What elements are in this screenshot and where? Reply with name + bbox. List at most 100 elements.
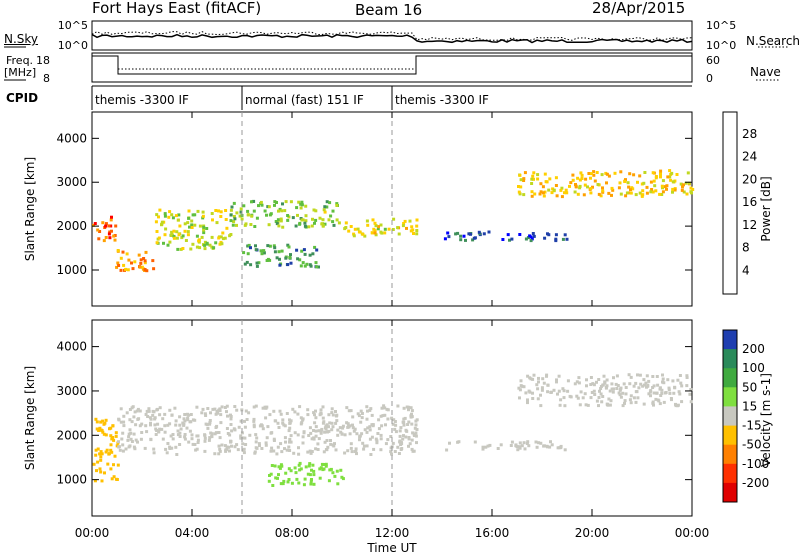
heatmap-cell xyxy=(128,428,132,432)
heatmap-cell xyxy=(248,433,252,437)
heatmap-cell xyxy=(584,177,588,181)
heatmap-cell xyxy=(116,261,120,265)
heatmap-cell xyxy=(214,426,218,429)
heatmap-cell xyxy=(327,429,331,433)
heatmap-cell xyxy=(186,418,190,422)
heatmap-cell xyxy=(142,257,146,260)
heatmap-cell xyxy=(274,476,278,480)
heatmap-cell xyxy=(668,169,672,173)
heatmap-cell xyxy=(514,444,518,448)
heatmap-cell xyxy=(202,228,206,232)
heatmap-cell xyxy=(522,177,526,181)
heatmap-cell xyxy=(652,403,655,407)
heatmap-cell xyxy=(531,174,535,178)
heatmap-cell xyxy=(104,224,108,228)
heatmap-cell xyxy=(365,430,369,434)
heatmap-cell xyxy=(562,389,566,393)
heatmap-cell xyxy=(329,439,332,442)
heatmap-cell xyxy=(93,479,97,483)
heatmap-cell xyxy=(540,386,544,390)
heatmap-cell xyxy=(545,373,549,377)
heatmap-cell xyxy=(304,219,308,223)
heatmap-cell xyxy=(243,436,247,440)
heatmap-cell xyxy=(661,377,665,381)
heatmap-cell xyxy=(593,393,597,396)
heatmap-cell xyxy=(477,230,481,234)
heatmap-cell xyxy=(347,425,351,429)
heatmap-cell xyxy=(235,211,239,215)
heatmap-cell xyxy=(531,377,535,381)
heatmap-cell xyxy=(280,249,284,253)
heatmap-cell xyxy=(610,382,614,386)
heatmap-cell xyxy=(317,265,320,269)
heatmap-cell xyxy=(333,442,336,446)
heatmap-cell xyxy=(302,483,306,487)
heatmap-cell xyxy=(349,442,353,446)
heatmap-cell xyxy=(618,393,622,397)
heatmap-cell xyxy=(186,230,190,234)
heatmap-cell xyxy=(225,404,229,408)
heatmap-cell xyxy=(574,184,578,188)
heatmap-cell xyxy=(658,387,662,391)
colorbar-tick-label: -50 xyxy=(742,438,762,452)
heatmap-cell xyxy=(240,408,244,412)
heatmap-cell xyxy=(523,171,527,175)
heatmap-cell xyxy=(379,437,383,441)
heatmap-cell xyxy=(556,392,559,396)
heatmap-cell xyxy=(341,426,345,430)
heatmap-cell xyxy=(213,432,217,436)
heatmap-cell xyxy=(643,171,647,174)
heatmap-cell xyxy=(277,465,281,469)
heatmap-cell xyxy=(410,409,414,413)
heatmap-cell xyxy=(649,190,653,194)
heatmap-cell xyxy=(101,419,105,423)
heatmap-cell xyxy=(315,265,319,269)
heatmap-cell xyxy=(283,209,287,213)
heatmap-cell xyxy=(368,437,372,441)
heatmap-cell xyxy=(172,234,176,238)
heatmap-cell xyxy=(615,387,619,390)
heatmap-cell xyxy=(571,173,575,177)
heatmap-cell xyxy=(280,450,284,454)
heatmap-cell xyxy=(229,417,233,421)
heatmap-cell xyxy=(629,191,633,195)
x-tick-label: 08:00 xyxy=(275,526,310,540)
heatmap-cell xyxy=(170,233,174,237)
heatmap-cell xyxy=(383,231,387,235)
heatmap-cell xyxy=(582,193,586,197)
heatmap-cell xyxy=(308,473,312,477)
heatmap-cell xyxy=(369,453,373,456)
heatmap-cell xyxy=(109,218,113,222)
heatmap-cell xyxy=(384,442,388,446)
heatmap-cell xyxy=(163,430,167,434)
heatmap-cell xyxy=(564,188,568,192)
heatmap-cell xyxy=(352,234,356,238)
heatmap-cell xyxy=(226,414,229,418)
heatmap-cell xyxy=(373,231,377,235)
heatmap-cell xyxy=(138,424,142,428)
heatmap-cell xyxy=(297,446,300,450)
heatmap-cell xyxy=(518,192,522,196)
heatmap-cell xyxy=(365,405,369,409)
heatmap-cell xyxy=(99,458,103,462)
heatmap-cell xyxy=(308,462,312,466)
heatmap-cell xyxy=(181,234,185,238)
heatmap-cell xyxy=(261,427,265,431)
heatmap-cell xyxy=(174,423,178,427)
heatmap-cell xyxy=(257,204,260,208)
heatmap-cell xyxy=(301,261,305,265)
heatmap-cell xyxy=(232,427,236,431)
heatmap-cell xyxy=(554,184,558,187)
heatmap-cell xyxy=(233,405,237,408)
heatmap-cell xyxy=(328,421,332,425)
heatmap-cell xyxy=(353,450,357,453)
heatmap-cell xyxy=(263,209,267,213)
heatmap-cell xyxy=(243,262,247,266)
heatmap-cell xyxy=(145,409,149,413)
heatmap-cell xyxy=(372,227,376,231)
heatmap-cell xyxy=(365,417,369,421)
heatmap-cell xyxy=(660,388,664,392)
heatmap-cell xyxy=(539,182,543,186)
heatmap-cell xyxy=(152,410,156,414)
heatmap-cell xyxy=(665,184,669,188)
